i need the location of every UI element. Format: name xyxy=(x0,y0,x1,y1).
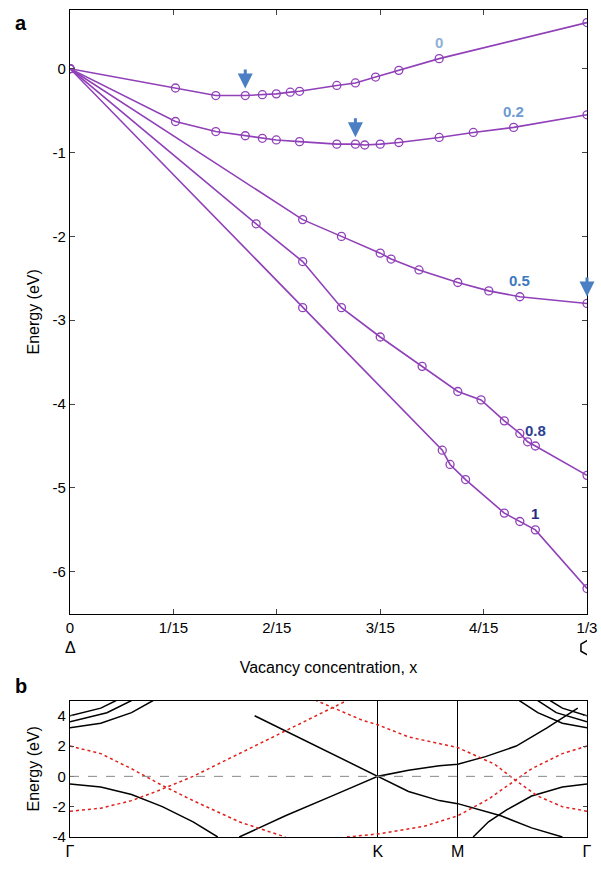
svg-text:0.5: 0.5 xyxy=(509,272,530,289)
svg-text:0.8: 0.8 xyxy=(525,422,546,439)
svg-text:-4: -4 xyxy=(53,395,66,412)
svg-text:Energy (eV): Energy (eV) xyxy=(25,726,42,811)
svg-text:0.2: 0.2 xyxy=(503,103,524,120)
svg-text:1/15: 1/15 xyxy=(159,619,188,636)
svg-text:Γ: Γ xyxy=(66,843,75,860)
svg-text:-5: -5 xyxy=(53,479,66,496)
svg-text:-2: -2 xyxy=(53,798,66,815)
svg-text:-4: -4 xyxy=(53,828,66,845)
svg-text:3/15: 3/15 xyxy=(366,619,395,636)
svg-text:-6: -6 xyxy=(53,563,66,580)
svg-text:Γ: Γ xyxy=(583,843,592,860)
svg-text:0: 0 xyxy=(66,619,74,636)
svg-text:-1: -1 xyxy=(53,144,66,161)
svg-text:4: 4 xyxy=(58,707,66,724)
svg-text:Vacancy concentration, x: Vacancy concentration, x xyxy=(240,659,418,676)
svg-text:0: 0 xyxy=(58,60,66,77)
svg-text:1: 1 xyxy=(531,505,539,522)
svg-text:b: b xyxy=(15,675,27,697)
svg-text:2/15: 2/15 xyxy=(262,619,291,636)
svg-text:0: 0 xyxy=(435,34,443,51)
svg-text:4/15: 4/15 xyxy=(469,619,498,636)
svg-text:a: a xyxy=(15,12,27,34)
svg-text:-3: -3 xyxy=(53,311,66,328)
svg-text:1/3: 1/3 xyxy=(577,619,598,636)
svg-text:2: 2 xyxy=(58,737,66,754)
svg-text:M: M xyxy=(451,843,464,860)
svg-text:Energy (eV): Energy (eV) xyxy=(25,269,42,354)
svg-text:0: 0 xyxy=(58,768,66,785)
svg-text:-2: -2 xyxy=(53,228,66,245)
svg-text:Δ: Δ xyxy=(65,639,76,656)
svg-text:K: K xyxy=(372,843,383,860)
